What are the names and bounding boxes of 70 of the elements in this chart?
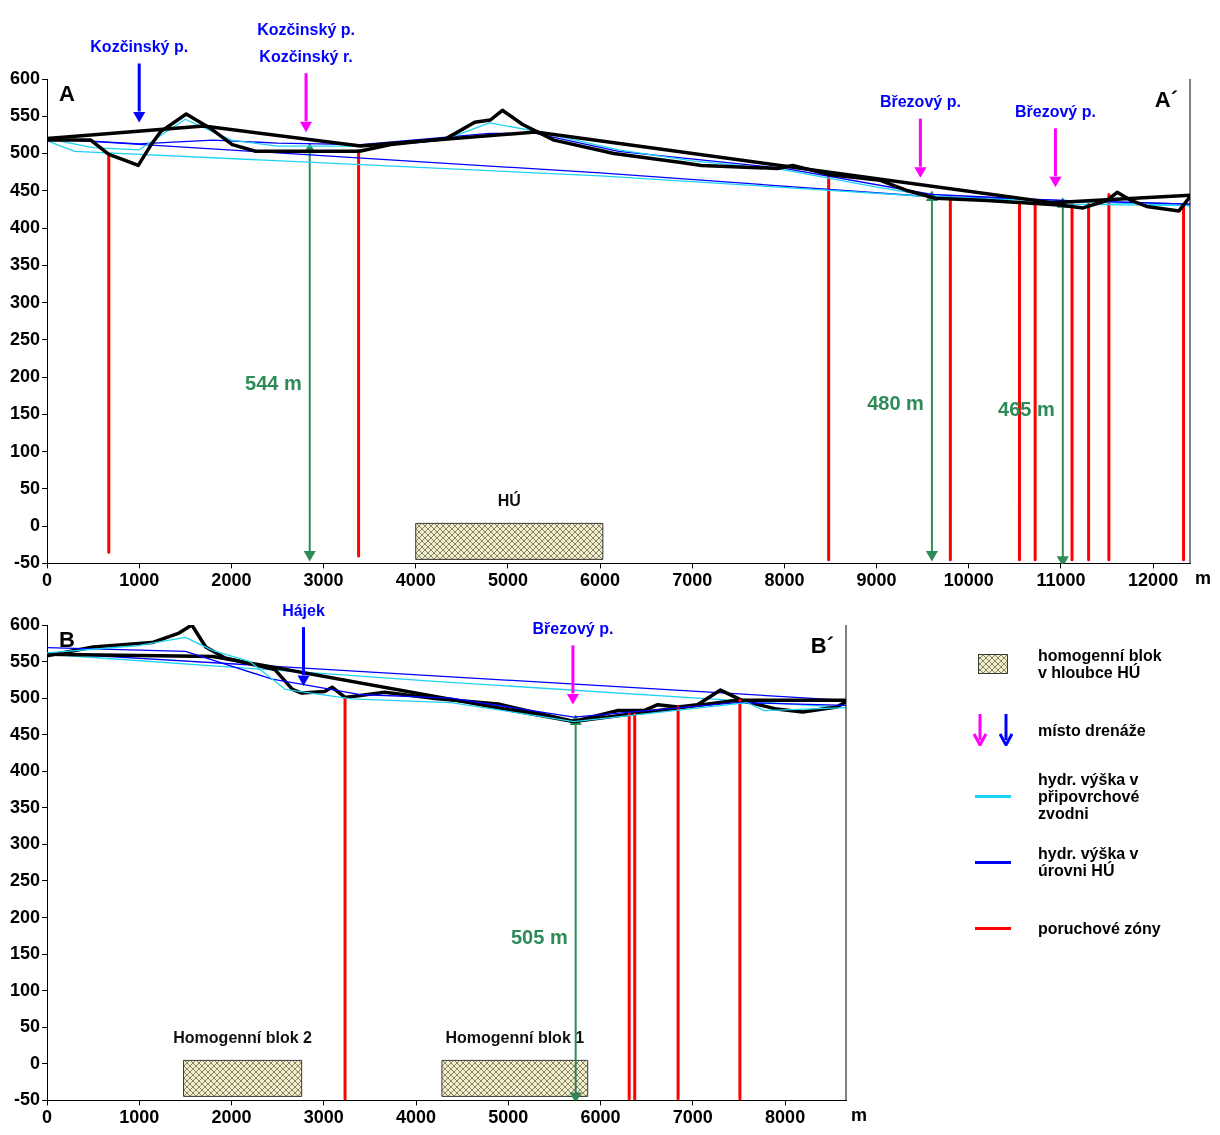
y-tick-label: 550 [9, 650, 41, 671]
y-tick-label: 250 [9, 869, 41, 890]
y-tick-label: 250 [9, 328, 41, 349]
y-tick-label: -50 [14, 552, 41, 573]
legend-label: poruchové zóny [1038, 919, 1162, 937]
annotation: Březový p. [532, 619, 614, 637]
y-tick-label: 400 [9, 217, 41, 238]
y-tick-label: 450 [9, 179, 41, 200]
y-tick-label: 50 [20, 477, 41, 498]
legend-label: hydr. výška v úrovni HÚ [1038, 845, 1140, 879]
annotation: Hájek [282, 601, 325, 619]
x-tick-label: 6000 [580, 1107, 621, 1128]
y-tick-label: 500 [9, 142, 41, 163]
y-tick-label: 550 [9, 105, 41, 126]
x-axis-title: m [851, 1105, 868, 1126]
y-tick-label: 450 [9, 723, 41, 744]
x-tick-label: 6000 [580, 570, 621, 591]
x-tick-label: 3000 [303, 570, 344, 591]
y-tick-label: 350 [9, 796, 41, 817]
y-tick-label: 300 [9, 833, 41, 854]
x-tick-label: 2000 [211, 570, 252, 591]
x-tick-label: 11000 [1036, 570, 1086, 591]
y-tick-label: 500 [9, 687, 41, 708]
y-tick-label: 600 [9, 67, 41, 88]
y-tick-label: 150 [9, 403, 41, 424]
y-tick-label: 300 [9, 291, 41, 312]
x-tick-label: 4000 [396, 1107, 437, 1128]
y-tick-label: -50 [14, 1089, 41, 1110]
x-tick-label: 8000 [764, 570, 805, 591]
x-tick-label: 5000 [487, 570, 528, 591]
x-tick-label: 9000 [856, 570, 897, 591]
series-label: 480 m [867, 392, 924, 415]
y-tick-label: 0 [30, 515, 41, 536]
band-label: HÚ [497, 490, 521, 509]
y-tick-label: 400 [9, 760, 41, 781]
x-axis-title: m [1195, 568, 1212, 589]
annotation: A´ [1154, 87, 1178, 113]
x-tick-label: 7000 [672, 1107, 713, 1128]
x-tick-label: 3000 [303, 1107, 344, 1128]
y-tick-label: 100 [9, 979, 41, 1000]
text: homogenní blok v hloubce HÚ [1038, 647, 1163, 681]
legend-label: místo drenáže [1038, 721, 1147, 739]
annotation: Kozčinský p. [90, 37, 189, 55]
y-tick-label: 350 [9, 254, 41, 275]
annotation: Březový p. [879, 93, 961, 111]
x-tick-label: 2000 [211, 1107, 252, 1128]
x-tick-label: 4000 [395, 570, 436, 591]
series-label: 505 m [510, 926, 568, 949]
x-tick-label: 1000 [119, 1107, 160, 1128]
x-tick-label: 8000 [765, 1107, 806, 1128]
annotation: Kozčinský p. Kozčinský r. [257, 20, 355, 65]
x-tick-label: 7000 [672, 570, 713, 591]
x-tick-label: 12000 [1128, 570, 1179, 591]
band-label: Homogenní blok 2 [173, 1028, 313, 1046]
y-tick-label: 100 [9, 440, 41, 461]
y-tick-label: 50 [20, 1016, 41, 1037]
annotation: A [59, 81, 76, 107]
x-tick-label: 1000 [119, 570, 160, 591]
x-tick-label: 5000 [488, 1107, 529, 1128]
series-label: 544 m [245, 372, 302, 395]
y-tick-label: 200 [9, 906, 41, 927]
legend-label: hydr. výška v připovrchové zvodni [1038, 770, 1141, 822]
annotation: Březový p. [1014, 102, 1096, 120]
y-tick-label: 0 [30, 1052, 41, 1073]
y-tick-label: 150 [9, 943, 41, 964]
x-tick-label: 10000 [943, 570, 994, 591]
y-tick-label: 200 [9, 366, 41, 387]
y-tick-label: 600 [9, 613, 41, 634]
annotation: B´ [810, 633, 834, 659]
annotation: B [59, 627, 75, 653]
